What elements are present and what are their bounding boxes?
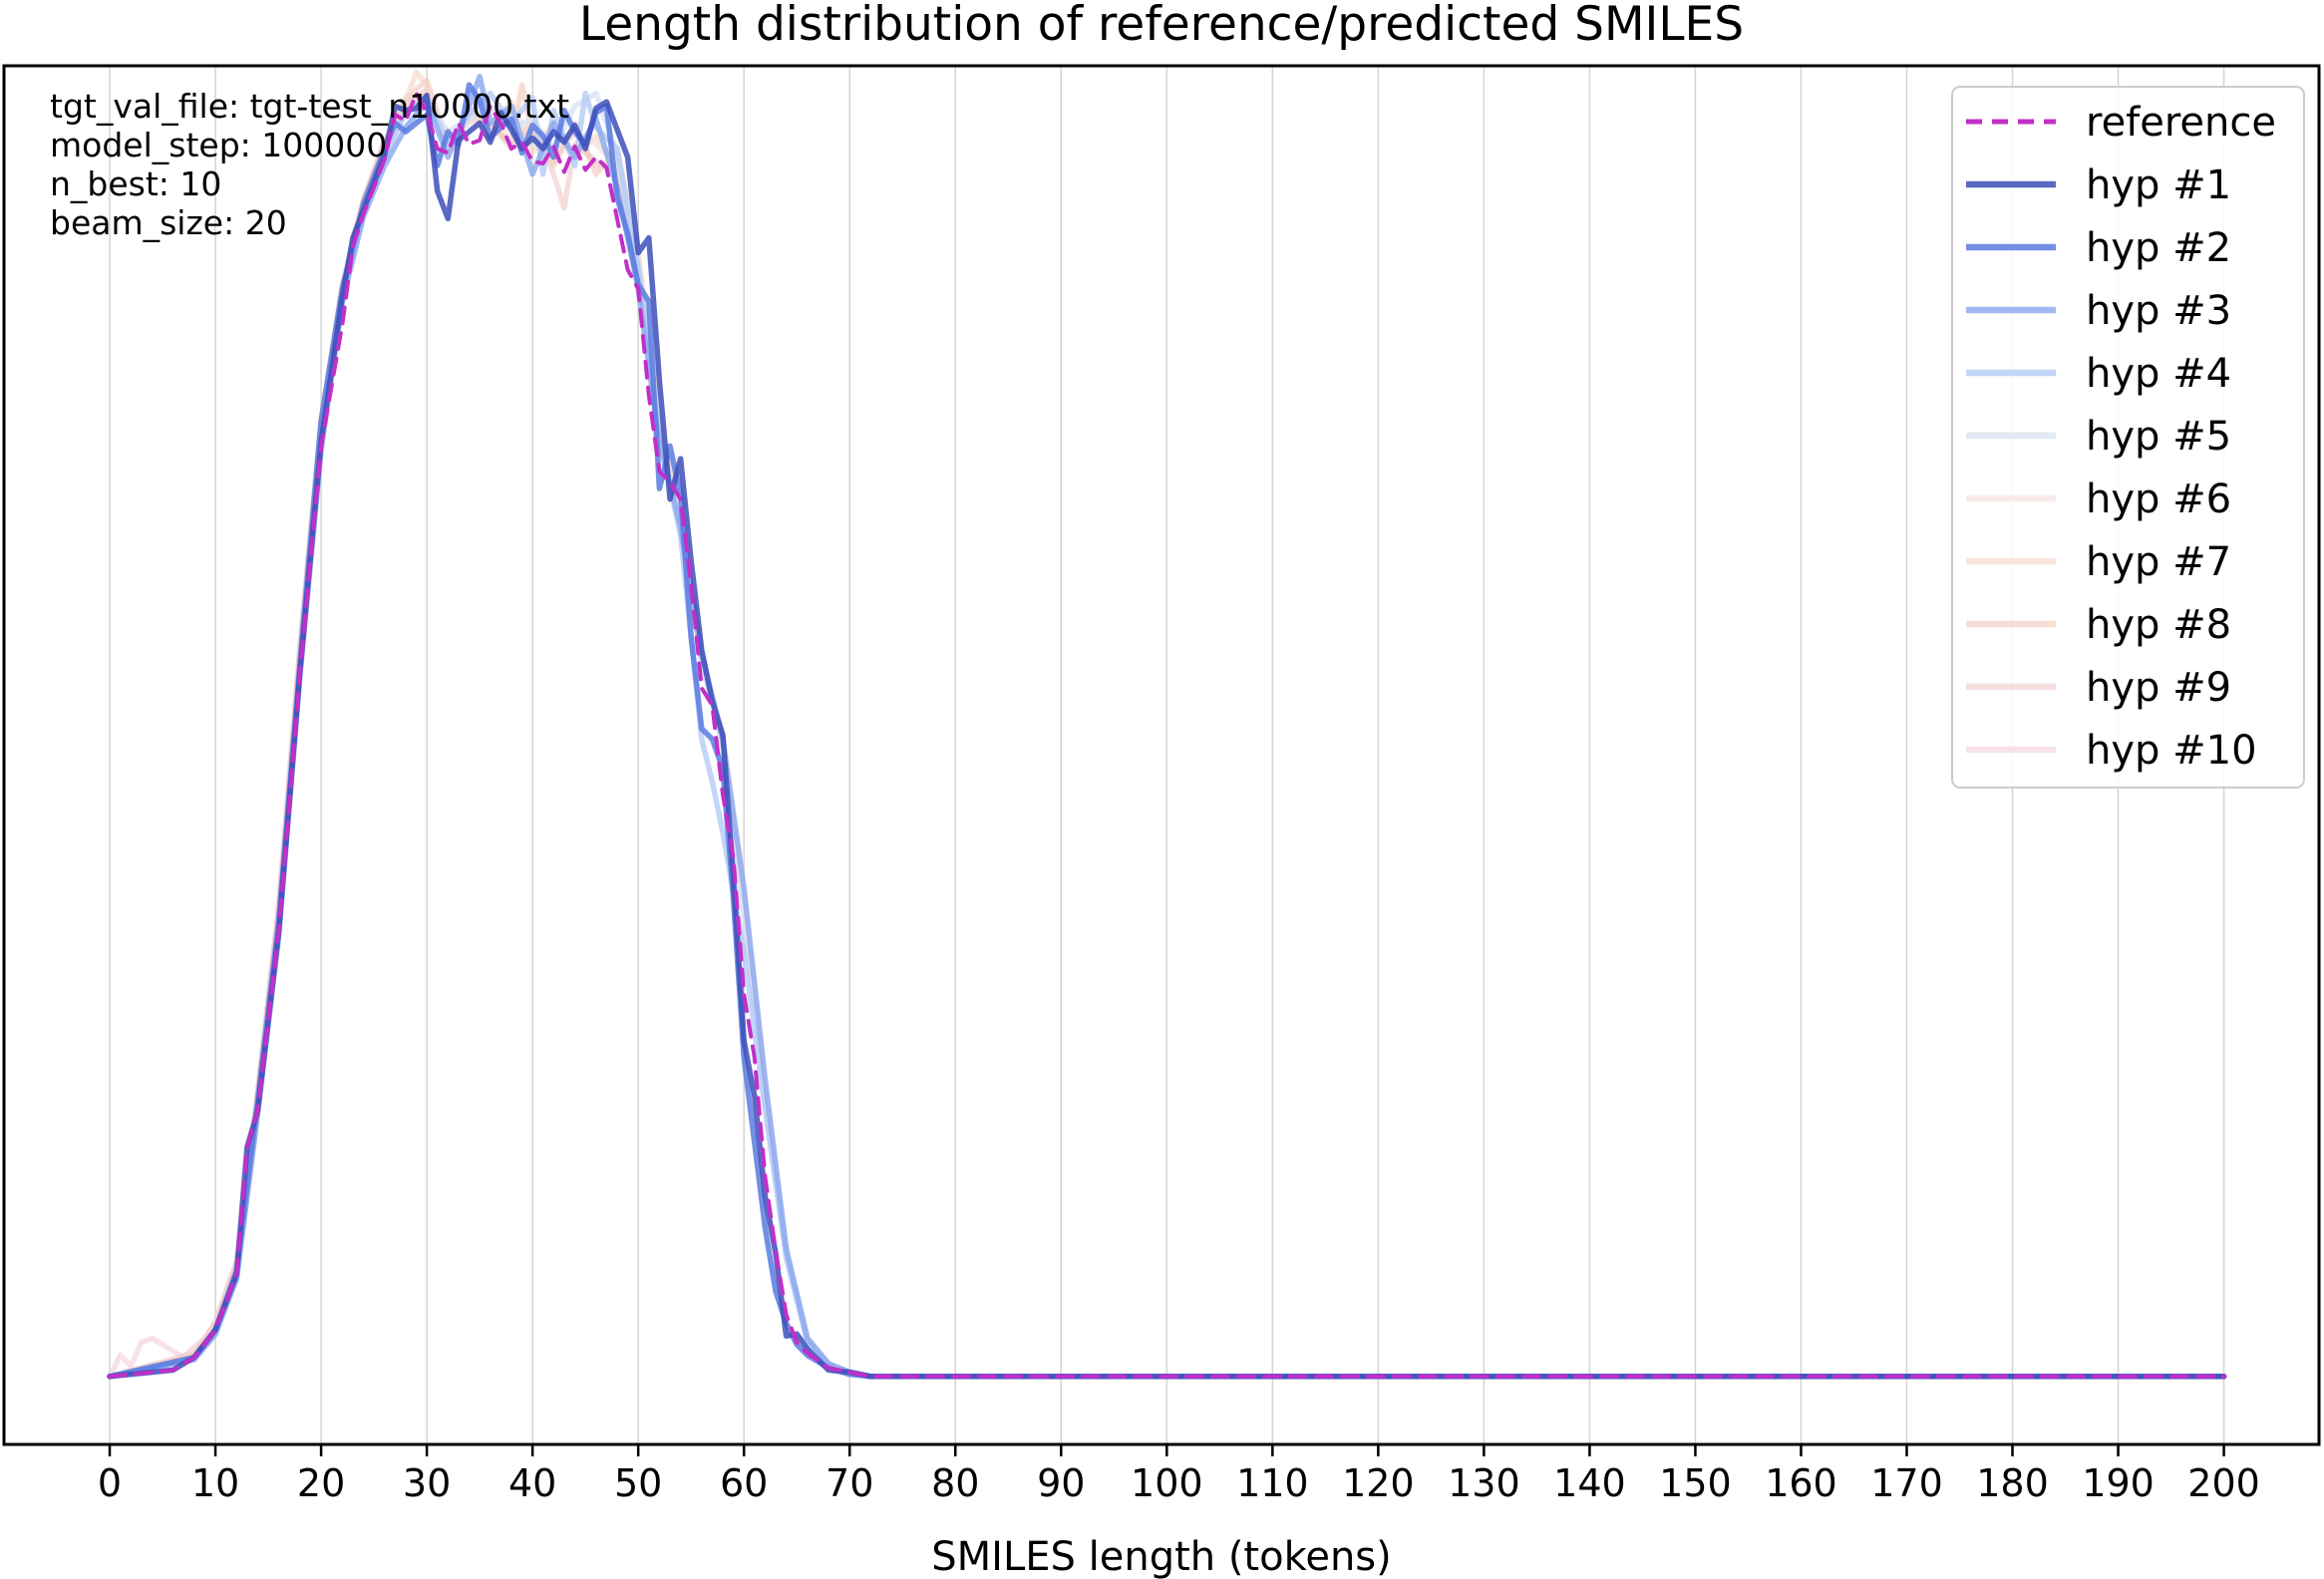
legend-label-hyp3: hyp #3 <box>2086 288 2231 334</box>
x-tick-label: 90 <box>1037 1461 1085 1505</box>
x-tick-label: 130 <box>1448 1461 1520 1505</box>
chart-title: Length distribution of reference/predict… <box>579 0 1744 52</box>
x-axis-label: SMILES length (tokens) <box>931 1534 1391 1579</box>
x-tick-label: 70 <box>826 1461 873 1505</box>
legend-label-hyp5: hyp #5 <box>2086 414 2231 460</box>
series-line-hyp1 <box>107 93 2227 1380</box>
x-tick-label: 150 <box>1659 1461 1732 1505</box>
x-tick-label: 100 <box>1131 1461 1203 1505</box>
x-tick-label: 0 <box>98 1461 122 1505</box>
x-tick-label: 140 <box>1553 1461 1626 1505</box>
x-tick-label: 120 <box>1342 1461 1415 1505</box>
legend-label-hyp7: hyp #7 <box>2086 539 2231 585</box>
x-tick-label: 160 <box>1765 1461 1837 1505</box>
x-tick-label: 10 <box>191 1461 239 1505</box>
annotation-line: n_best: 10 <box>50 164 221 203</box>
run-info-annotation: tgt_val_file: tgt-test_n10000.txtmodel_s… <box>50 87 569 242</box>
plot-series <box>107 69 2227 1380</box>
x-tick-label: 170 <box>1870 1461 1943 1505</box>
x-tick-label: 80 <box>931 1461 979 1505</box>
legend-label-hyp4: hyp #4 <box>2086 351 2231 397</box>
annotation-line: tgt_val_file: tgt-test_n10000.txt <box>50 87 569 126</box>
x-axis-ticks: 0 10 20 30 40 50 60 70 80 90 100 110 120 130 140 150 160… <box>98 1444 2260 1505</box>
legend-label-hyp10: hyp #10 <box>2086 728 2257 774</box>
x-tick-label: 60 <box>720 1461 768 1505</box>
annotation-line: beam_size: 20 <box>50 203 287 242</box>
series-line-reference <box>108 91 2226 1379</box>
x-tick-label: 30 <box>403 1461 451 1505</box>
x-tick-label: 20 <box>297 1461 345 1505</box>
x-tick-label: 50 <box>614 1461 662 1505</box>
gridlines <box>109 66 2225 1444</box>
x-tick-label: 180 <box>1976 1461 2049 1505</box>
legend-label-hyp2: hyp #2 <box>2086 225 2231 271</box>
legend-label-hyp1: hyp #1 <box>2086 162 2231 208</box>
annotation-line: model_step: 100000 <box>50 126 387 164</box>
plot-frame <box>2 64 2321 1446</box>
legend-box <box>1951 86 2305 789</box>
legend-label-hyp9: hyp #9 <box>2086 665 2231 711</box>
legend: reference hyp #1 hyp #2 hyp #3 hyp #4 hyp #5 h… <box>1951 86 2305 789</box>
x-tick-label: 190 <box>2082 1461 2155 1505</box>
legend-label-hyp6: hyp #6 <box>2086 476 2231 522</box>
x-tick-label: 110 <box>1236 1461 1309 1505</box>
x-tick-label: 200 <box>2187 1461 2260 1505</box>
legend-label-reference: reference <box>2086 100 2276 146</box>
legend-label-hyp8: hyp #8 <box>2086 602 2231 648</box>
x-tick-label: 40 <box>508 1461 556 1505</box>
